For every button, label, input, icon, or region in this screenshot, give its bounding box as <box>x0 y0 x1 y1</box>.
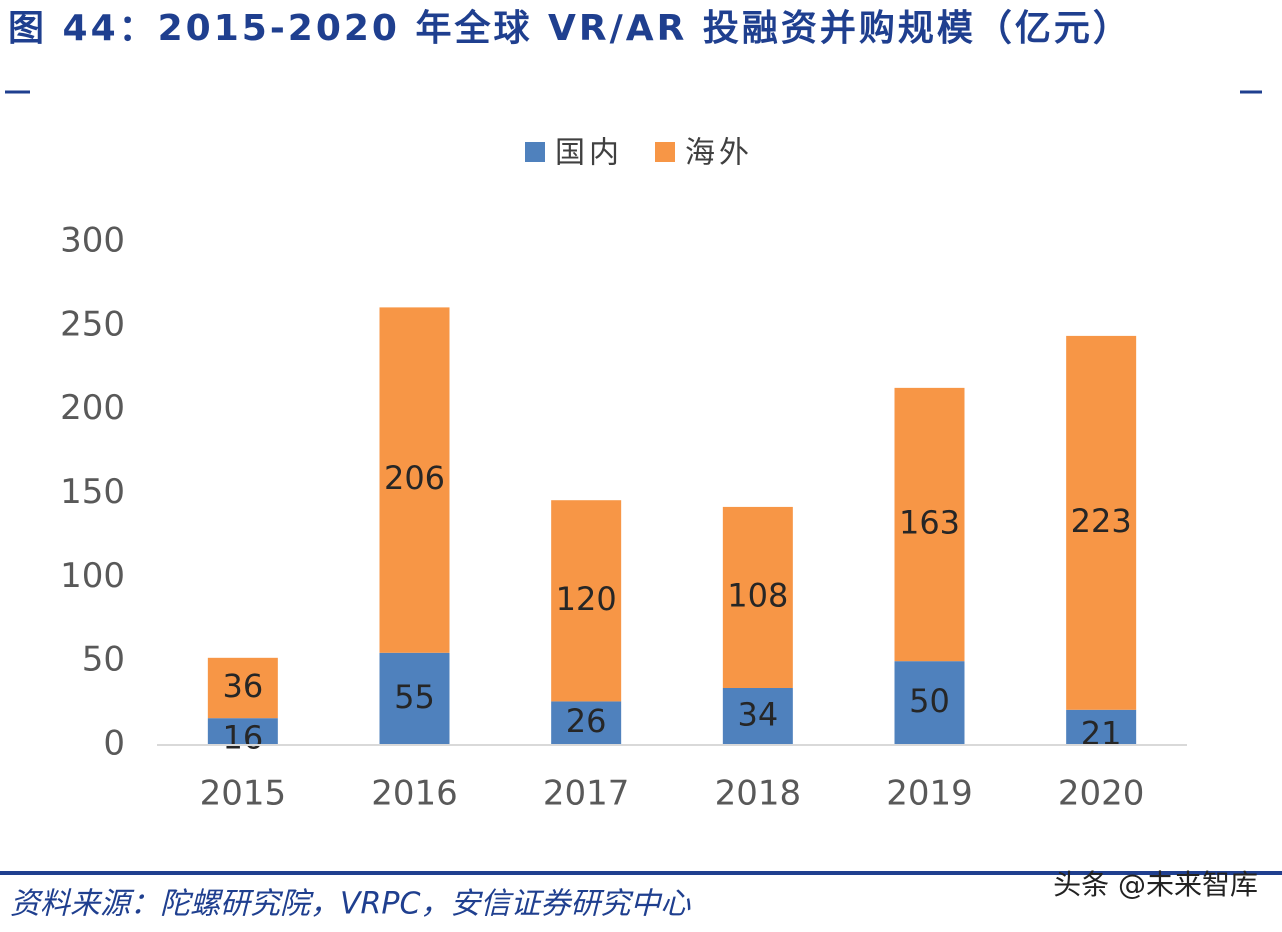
bar-segment <box>722 687 793 745</box>
legend-label: 海外 <box>685 136 753 171</box>
legend-label: 国内 <box>555 136 623 171</box>
y-tick-label: 250 <box>60 304 125 344</box>
watermark: 头条 @未来智库 <box>1053 868 1258 901</box>
bar-segment <box>207 657 278 719</box>
data-label: 50 <box>909 682 950 720</box>
bar-segment <box>722 506 793 688</box>
y-tick-label: 0 <box>103 724 125 764</box>
data-label: 26 <box>566 702 607 740</box>
x-tick-label: 2015 <box>200 774 287 814</box>
data-label: 120 <box>556 580 617 618</box>
data-label: 16 <box>222 719 263 757</box>
x-tick-label: 2016 <box>371 774 458 814</box>
y-tick-label: 50 <box>82 640 125 680</box>
y-tick-label: 200 <box>60 388 125 428</box>
y-tick-label: 300 <box>60 221 125 261</box>
y-tick-label: 100 <box>60 556 125 596</box>
chart-title: 图 44：2015-2020 年全球 VR/AR 投融资并购规模（亿元） <box>8 7 1132 49</box>
data-label: 55 <box>394 678 435 716</box>
legend-swatch <box>655 142 675 162</box>
data-label: 34 <box>737 695 778 733</box>
bar-segment <box>1066 709 1137 745</box>
bar-segment <box>551 701 622 745</box>
bar-segment <box>894 661 965 745</box>
bar-segment <box>379 652 450 745</box>
data-label: 108 <box>727 576 788 614</box>
bar-segment <box>379 307 450 653</box>
source-note: 资料来源：陀螺研究院，VRPC，安信证券研究中心 <box>10 887 691 922</box>
data-label: 21 <box>1081 714 1122 752</box>
bar-segment <box>894 387 965 662</box>
data-label: 36 <box>222 667 263 705</box>
x-tick-label: 2018 <box>715 774 802 814</box>
bar-segment <box>551 500 622 702</box>
x-tick-label: 2019 <box>886 774 973 814</box>
bar-segment <box>207 718 278 745</box>
data-label: 206 <box>384 459 445 497</box>
legend-swatch <box>525 142 545 162</box>
x-tick-label: 2020 <box>1058 774 1145 814</box>
bar-segment <box>1066 335 1137 710</box>
data-label: 163 <box>899 504 960 542</box>
y-tick-label: 150 <box>60 472 125 512</box>
data-label: 223 <box>1071 502 1132 540</box>
x-tick-label: 2017 <box>543 774 630 814</box>
